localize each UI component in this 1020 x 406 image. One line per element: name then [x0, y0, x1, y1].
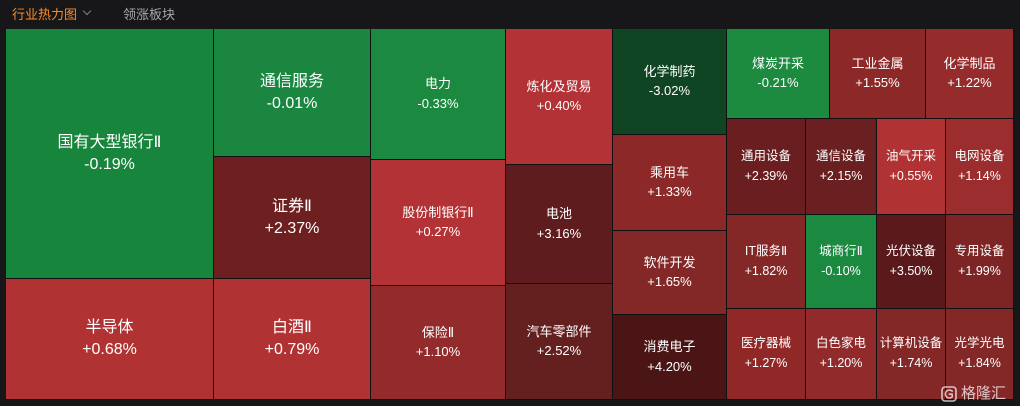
tile-change: +1.27%: [744, 356, 788, 370]
heatmap-tile-chemical-products[interactable]: 化学制品 +1.22%: [926, 29, 1014, 119]
heatmap-tile-city-commercial-banks[interactable]: 城商行Ⅱ -0.10%: [806, 215, 877, 309]
heatmap-tile-pv-equipment[interactable]: 光伏设备 +3.50%: [877, 215, 946, 309]
heatmap-tile-batteries[interactable]: 电池 +3.16%: [506, 165, 613, 284]
chevron-down-icon[interactable]: [83, 8, 91, 16]
heatmap-tile-computer-equipment[interactable]: 计算机设备 +1.74%: [877, 309, 946, 400]
tile-name: 光伏设备: [885, 243, 936, 258]
heatmap-tile-semiconductors[interactable]: 半导体 +0.68%: [6, 279, 214, 400]
tile-name: 炼化及贸易: [526, 78, 592, 94]
tile-name: 通信服务: [259, 72, 324, 90]
tile-change: +2.39%: [744, 168, 788, 183]
tile-name: 软件开发: [643, 254, 696, 270]
heatmap-tile-electric-power[interactable]: 电力 -0.33%: [371, 29, 506, 160]
heatmap-tile-software-development[interactable]: 软件开发 +1.65%: [613, 231, 727, 315]
tile-change: +2.15%: [819, 168, 863, 183]
tile-change: +4.20%: [647, 358, 692, 374]
tile-name: IT服务Ⅱ: [744, 243, 788, 258]
tile-change: -0.10%: [821, 263, 861, 278]
tile-change: +1.84%: [958, 356, 1001, 370]
tile-name: 电池: [545, 206, 572, 222]
tile-name: 通信设备: [815, 148, 866, 163]
heatmap-tile-securities[interactable]: 证券Ⅱ +2.37%: [214, 157, 371, 279]
tile-change: +1.22%: [947, 75, 992, 90]
tile-name: 煤炭开采: [751, 55, 804, 71]
tile-change: +0.68%: [82, 341, 137, 358]
tile-name: 电力: [424, 76, 451, 92]
heatmap-tile-general-equipment[interactable]: 通用设备 +2.39%: [727, 119, 806, 215]
tile-change: -0.33%: [417, 95, 459, 111]
heatmap-tile-white-goods[interactable]: 白色家电 +1.20%: [806, 309, 877, 400]
tab-industry-heatmap[interactable]: 行业热力图: [12, 7, 91, 23]
tile-change: -0.01%: [266, 94, 318, 112]
tile-change: -3.02%: [648, 83, 691, 98]
tile-change: +1.33%: [647, 184, 692, 199]
tile-change: +0.55%: [889, 168, 933, 183]
tile-name: 股份制银行Ⅱ: [402, 204, 474, 220]
heatmap-tile-national-big-banks[interactable]: 国有大型银行Ⅱ -0.19%: [6, 29, 214, 279]
heatmap-tile-medical-devices[interactable]: 医疗器械 +1.27%: [727, 309, 806, 400]
tile-name: 工业金属: [851, 55, 904, 71]
tile-name: 化学制品: [943, 55, 996, 71]
tab-industry-heatmap-label: 行业热力图: [12, 7, 78, 22]
tile-change: +3.50%: [889, 263, 933, 278]
tile-name: 汽车零部件: [526, 323, 592, 339]
heatmap-tile-communication-equipment[interactable]: 通信设备 +2.15%: [806, 119, 877, 215]
heatmap-tile-baijiu[interactable]: 白酒Ⅱ +0.79%: [214, 279, 371, 400]
tile-change: +1.14%: [958, 168, 1001, 183]
tile-change: +3.16%: [536, 225, 582, 241]
tile-change: +0.79%: [264, 341, 320, 358]
heatmap-tile-passenger-cars[interactable]: 乘用车 +1.33%: [613, 135, 727, 231]
industry-heatmap: 国有大型银行Ⅱ -0.19% 通信服务 -0.01% 证券Ⅱ +2.37% 电力…: [6, 29, 1014, 400]
heatmap-tile-insurance[interactable]: 保险Ⅱ +1.10%: [371, 286, 506, 400]
tile-name: 计算机设备: [879, 336, 943, 351]
tile-change: -0.19%: [84, 155, 135, 173]
tile-name: 白色家电: [815, 336, 866, 351]
heatmap-tabs: 行业热力图 领涨板块: [0, 0, 1020, 30]
tile-change: +1.65%: [647, 274, 692, 289]
tile-change: +2.37%: [264, 219, 320, 237]
tile-name: 半导体: [85, 319, 134, 336]
tile-change: +1.74%: [889, 356, 933, 370]
tile-name: 证券Ⅱ: [272, 197, 312, 215]
tile-change: +1.82%: [744, 263, 788, 278]
tab-leading-sectors[interactable]: 领涨板块: [123, 7, 176, 22]
tile-change: +1.20%: [819, 356, 863, 370]
tile-name: 国有大型银行Ⅱ: [57, 133, 162, 151]
heatmap-tile-grid-equipment[interactable]: 电网设备 +1.14%: [946, 119, 1014, 215]
heatmap-tile-special-equipment[interactable]: 专用设备 +1.99%: [946, 215, 1014, 309]
tile-change: +2.52%: [536, 343, 582, 358]
tile-name: 通用设备: [740, 148, 791, 163]
heatmap-tile-joint-stock-banks[interactable]: 股份制银行Ⅱ +0.27%: [371, 160, 506, 286]
heatmap-tile-auto-parts[interactable]: 汽车零部件 +2.52%: [506, 284, 613, 400]
heatmap-tile-oil-gas-extraction[interactable]: 油气开采 +0.55%: [877, 119, 946, 215]
tile-name: 专用设备: [954, 243, 1005, 258]
heatmap-tile-optical-electronics[interactable]: 光学光电 +1.84%: [946, 309, 1014, 400]
heatmap-tile-it-services[interactable]: IT服务Ⅱ +1.82%: [727, 215, 806, 309]
tile-change: +0.27%: [415, 224, 461, 239]
tile-name: 消费电子: [643, 339, 696, 355]
heatmap-tile-refining-trading[interactable]: 炼化及贸易 +0.40%: [506, 29, 613, 165]
heatmap-tile-coal-mining[interactable]: 煤炭开采 -0.21%: [727, 29, 830, 119]
tile-name: 油气开采: [885, 148, 936, 163]
tile-change: +1.55%: [855, 75, 900, 90]
tile-name: 医疗器械: [740, 336, 791, 351]
tile-name: 光学光电: [954, 336, 1005, 351]
heatmap-tile-communication-services[interactable]: 通信服务 -0.01%: [214, 29, 371, 157]
tile-name: 保险Ⅱ: [421, 324, 455, 340]
tile-name: 化学制药: [643, 63, 696, 79]
heatmap-tile-consumer-electronics[interactable]: 消费电子 +4.20%: [613, 315, 727, 400]
heatmap-tile-chemical-pharma[interactable]: 化学制药 -3.02%: [613, 29, 727, 135]
tile-name: 乘用车: [649, 164, 689, 180]
tile-change: +1.99%: [958, 263, 1001, 278]
tile-change: +0.40%: [536, 98, 582, 113]
tile-change: +1.10%: [415, 344, 461, 359]
heatmap-tile-industrial-metals[interactable]: 工业金属 +1.55%: [830, 29, 926, 119]
tile-name: 电网设备: [954, 148, 1005, 163]
tile-change: -0.21%: [757, 75, 799, 90]
tile-name: 白酒Ⅱ: [272, 319, 312, 336]
tile-name: 城商行Ⅱ: [819, 243, 863, 258]
